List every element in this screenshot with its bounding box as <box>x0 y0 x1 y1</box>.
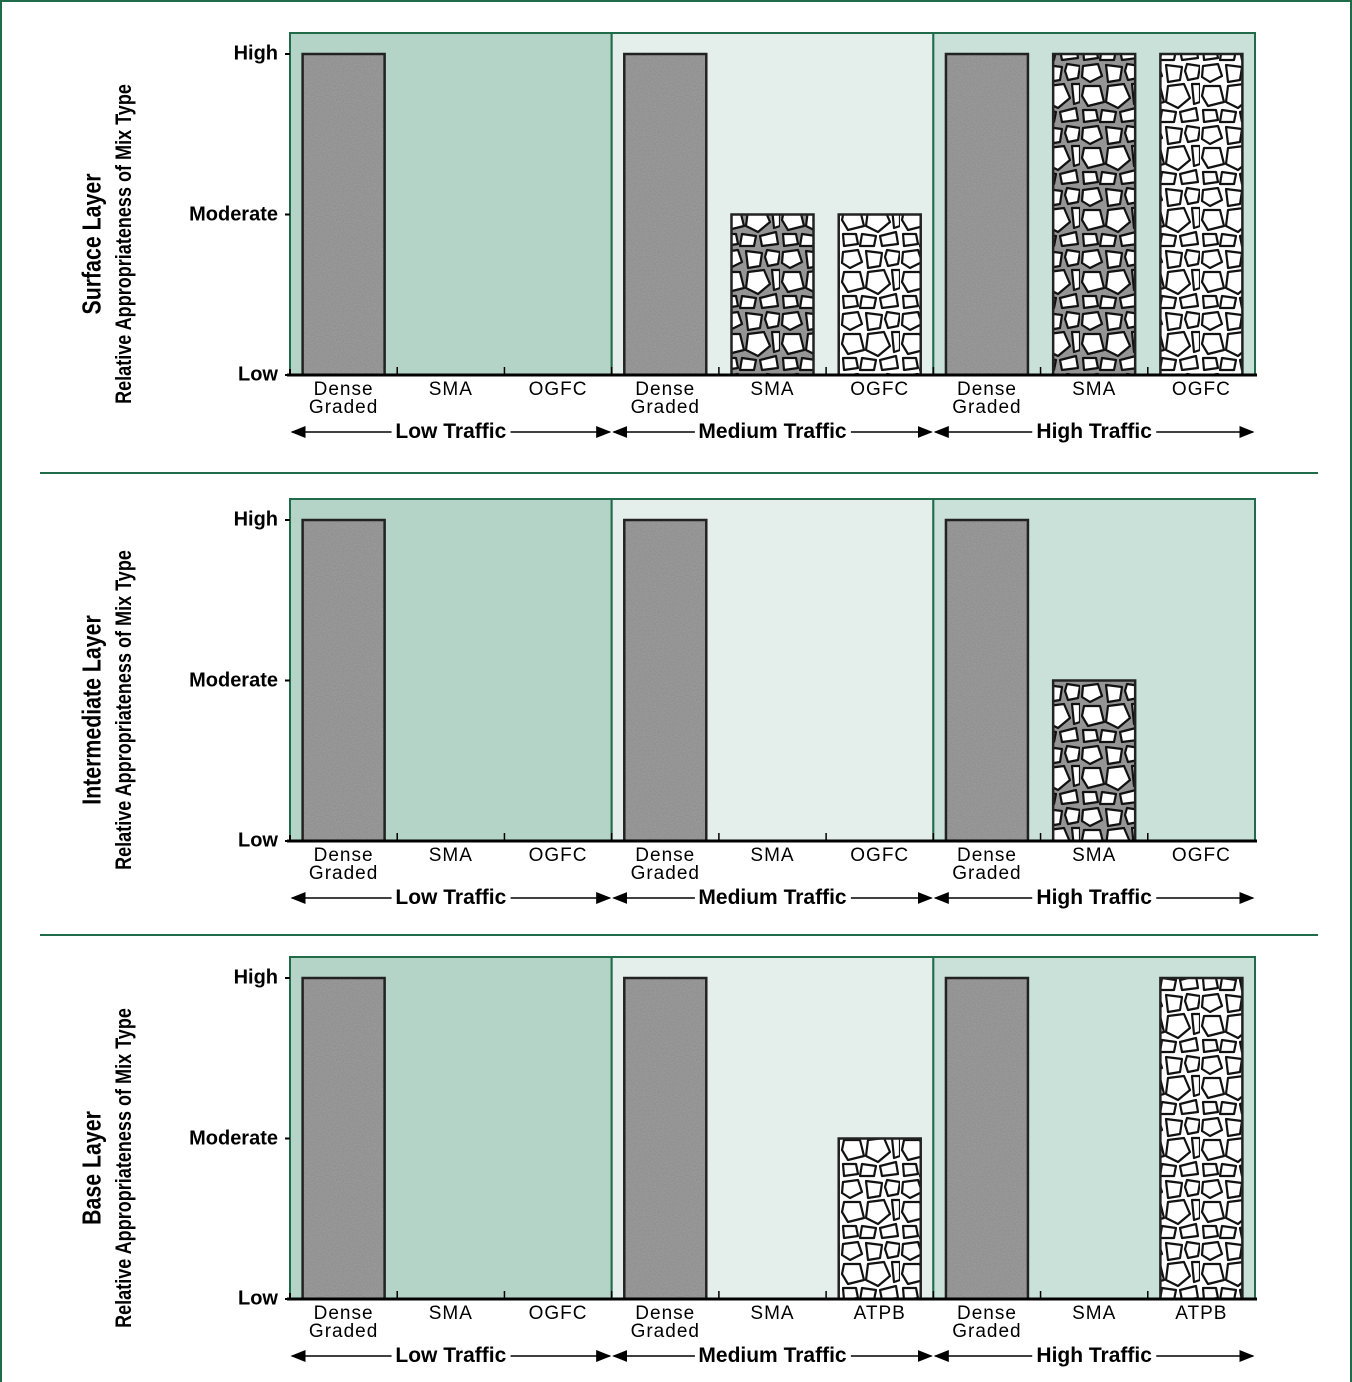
bar <box>1159 52 1244 377</box>
traffic-label: Low Traffic <box>391 1344 511 1368</box>
x-tick-label: Dense Graded <box>308 379 379 418</box>
traffic-label: Medium Traffic <box>694 1344 851 1368</box>
y-tick-label: Low <box>238 1287 278 1310</box>
x-tick-label: SMA <box>750 379 795 400</box>
traffic-label: Medium Traffic <box>694 886 851 910</box>
bar <box>623 976 708 1301</box>
x-tick-label: Dense Graded <box>630 1303 700 1342</box>
y-tick-label: High <box>233 42 278 65</box>
bar <box>623 518 708 843</box>
x-tick-label: ATPB <box>1175 1303 1228 1324</box>
y-tick-label: Low <box>238 363 278 386</box>
y-tick-label: Moderate <box>189 1127 278 1149</box>
bar <box>1159 976 1244 1301</box>
x-tick-label: ATPB <box>853 1303 906 1324</box>
x-tick-label: Dense Graded <box>630 379 700 418</box>
y-axis-label: Relative Appropriateness of Mix Type <box>111 84 136 404</box>
bar <box>623 52 708 377</box>
y-axis-label: Relative Appropriateness of Mix Type <box>111 1008 136 1328</box>
x-tick-label: SMA <box>750 1303 795 1324</box>
x-tick-label: OGFC <box>1171 845 1231 866</box>
x-tick-label: SMA <box>428 1303 473 1324</box>
x-tick-label: Dense Graded <box>952 1303 1022 1342</box>
x-tick-label: SMA <box>750 845 795 866</box>
x-tick-label: OGFC <box>528 845 588 866</box>
traffic-label: High Traffic <box>1032 1344 1156 1368</box>
traffic-label: High Traffic <box>1032 886 1156 910</box>
panel-title: Surface Layer <box>76 173 107 315</box>
x-tick-label: SMA <box>428 845 473 866</box>
x-tick-label: OGFC <box>850 379 910 400</box>
x-tick-label: SMA <box>1072 379 1117 400</box>
y-tick-label: Moderate <box>189 669 278 691</box>
traffic-label: High Traffic <box>1032 420 1156 444</box>
bar <box>301 52 386 377</box>
y-tick-label: High <box>233 508 278 531</box>
x-tick-label: Dense Graded <box>630 845 700 884</box>
bar <box>1051 679 1137 843</box>
x-tick-label: SMA <box>1072 845 1117 866</box>
bar <box>944 976 1030 1301</box>
x-tick-label: Dense Graded <box>308 845 379 884</box>
x-tick-label: SMA <box>428 379 473 400</box>
y-tick-label: High <box>233 966 278 989</box>
panel-title: Base Layer <box>76 1111 107 1225</box>
panel-title: Intermediate Layer <box>76 615 107 805</box>
x-tick-label: SMA <box>1072 1303 1117 1324</box>
y-tick-label: Moderate <box>189 203 278 225</box>
bar <box>301 518 386 843</box>
bar <box>730 213 815 377</box>
bar <box>301 976 386 1301</box>
bar <box>944 518 1030 843</box>
x-tick-label: OGFC <box>528 379 588 400</box>
bar <box>1051 52 1137 377</box>
traffic-label: Medium Traffic <box>694 420 851 444</box>
x-tick-label: Dense Graded <box>952 379 1022 418</box>
bar <box>837 1137 922 1301</box>
traffic-label: Low Traffic <box>391 420 511 444</box>
x-tick-label: OGFC <box>850 845 910 866</box>
x-tick-label: OGFC <box>528 1303 588 1324</box>
bar <box>837 213 922 377</box>
bar <box>944 52 1030 377</box>
x-tick-label: Dense Graded <box>308 1303 379 1342</box>
x-tick-label: Dense Graded <box>952 845 1022 884</box>
y-tick-label: Low <box>238 829 278 852</box>
x-tick-label: OGFC <box>1171 379 1231 400</box>
y-axis-label: Relative Appropriateness of Mix Type <box>111 550 136 870</box>
traffic-label: Low Traffic <box>391 886 511 910</box>
